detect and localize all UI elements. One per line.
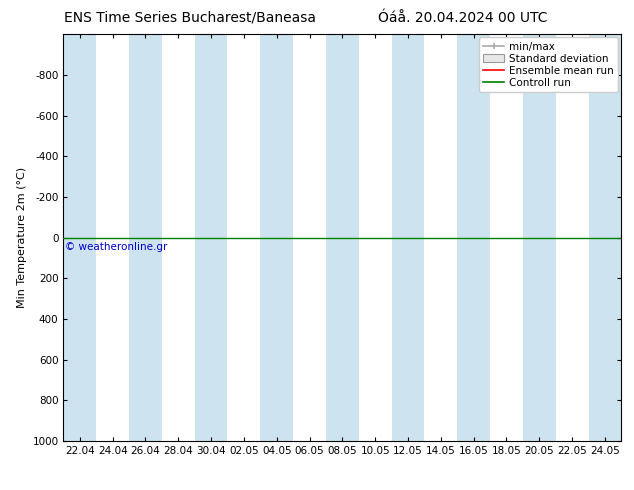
Bar — [63, 34, 96, 441]
Text: © weatheronline.gr: © weatheronline.gr — [65, 242, 167, 252]
Y-axis label: Min Temperature 2m (°C): Min Temperature 2m (°C) — [17, 167, 27, 308]
Bar — [195, 34, 228, 441]
Bar — [392, 34, 424, 441]
Bar — [523, 34, 555, 441]
Bar — [129, 34, 162, 441]
Bar — [457, 34, 490, 441]
Bar — [261, 34, 293, 441]
Legend: min/max, Standard deviation, Ensemble mean run, Controll run: min/max, Standard deviation, Ensemble me… — [479, 37, 618, 92]
Bar — [588, 34, 621, 441]
Bar — [326, 34, 359, 441]
Text: ENS Time Series Bucharest/Baneasa: ENS Time Series Bucharest/Baneasa — [64, 11, 316, 25]
Text: Óáå. 20.04.2024 00 UTC: Óáå. 20.04.2024 00 UTC — [378, 11, 548, 25]
